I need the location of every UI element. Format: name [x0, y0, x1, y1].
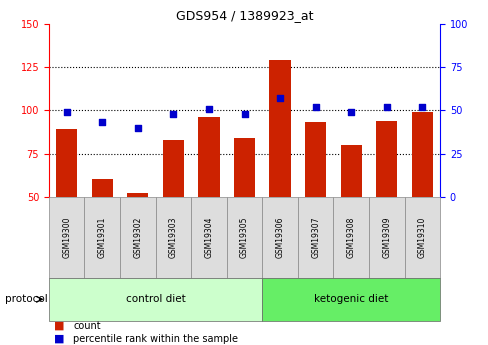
Point — [134, 125, 142, 130]
Bar — [333, 197, 368, 278]
Text: control diet: control diet — [125, 294, 185, 304]
Text: GSM19307: GSM19307 — [310, 216, 320, 258]
Text: ketogenic diet: ketogenic diet — [313, 294, 387, 304]
Point — [346, 109, 354, 115]
Bar — [120, 197, 155, 278]
Bar — [56, 129, 77, 283]
Text: count: count — [73, 321, 101, 331]
Text: percentile rank within the sample: percentile rank within the sample — [73, 334, 238, 344]
Bar — [305, 122, 325, 283]
Text: GSM19300: GSM19300 — [62, 216, 71, 258]
Bar — [198, 117, 219, 283]
Point — [240, 111, 248, 117]
Text: GSM19304: GSM19304 — [204, 216, 213, 258]
Text: GSM19306: GSM19306 — [275, 216, 284, 258]
Bar — [297, 197, 333, 278]
Text: GSM19303: GSM19303 — [168, 216, 178, 258]
Bar — [49, 197, 84, 278]
Point — [276, 96, 284, 101]
Bar — [375, 121, 397, 283]
Text: GDS954 / 1389923_at: GDS954 / 1389923_at — [175, 9, 313, 22]
Text: GSM19301: GSM19301 — [98, 217, 106, 258]
Text: GSM19308: GSM19308 — [346, 217, 355, 258]
Point — [62, 109, 70, 115]
Bar — [262, 197, 297, 278]
Point — [98, 120, 106, 125]
Bar — [191, 197, 226, 278]
Point — [382, 104, 390, 110]
Bar — [404, 197, 439, 278]
Bar — [262, 278, 439, 321]
Bar — [91, 179, 113, 283]
Bar — [411, 112, 432, 283]
Text: ■: ■ — [54, 321, 64, 331]
Point — [169, 111, 177, 117]
Bar — [368, 197, 404, 278]
Text: GSM19302: GSM19302 — [133, 217, 142, 258]
Bar — [127, 193, 148, 283]
Text: GSM19305: GSM19305 — [240, 216, 248, 258]
Point — [311, 104, 319, 110]
Point — [418, 104, 426, 110]
Bar — [233, 138, 255, 283]
Text: protocol: protocol — [5, 294, 47, 304]
Point — [204, 106, 212, 111]
Bar — [49, 278, 262, 321]
Bar — [269, 60, 290, 283]
Bar — [163, 140, 183, 283]
Bar — [340, 145, 361, 283]
Bar — [155, 197, 191, 278]
Bar — [84, 197, 120, 278]
Text: ■: ■ — [54, 334, 64, 344]
Text: GSM19310: GSM19310 — [417, 217, 426, 258]
Bar — [226, 197, 262, 278]
Text: GSM19309: GSM19309 — [382, 216, 390, 258]
